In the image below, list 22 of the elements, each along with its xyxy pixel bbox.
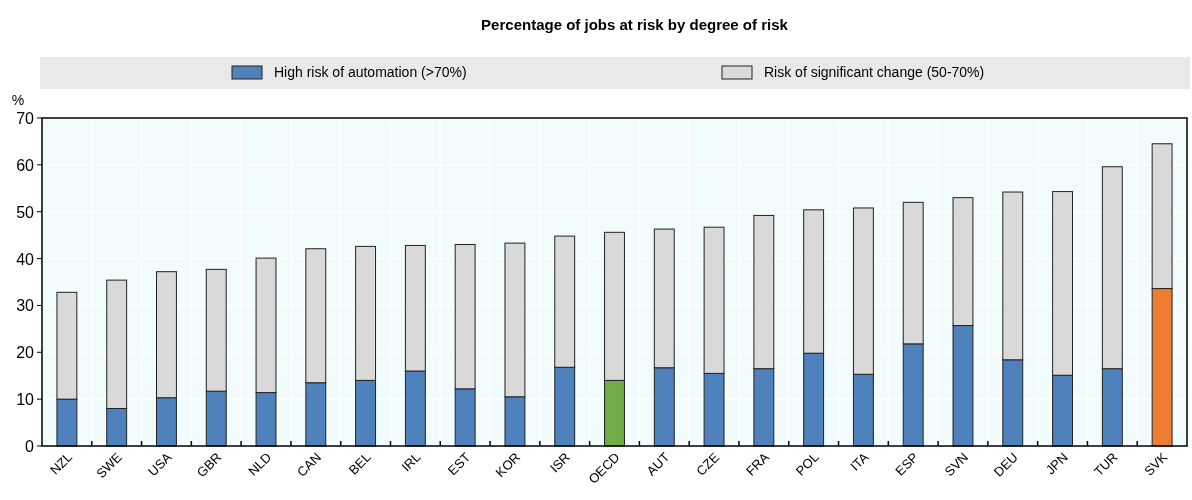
x-tick-label: TUR [1090,449,1121,480]
x-tick-label: NZL [47,449,76,478]
chart-title: Percentage of jobs at risk by degree of risk [481,16,789,33]
x-tick-label: BEL [345,449,374,478]
legend-label: High risk of automation (>70%) [274,64,467,80]
y-tick-label: 40 [16,250,35,268]
y-tick-label: 60 [16,156,35,174]
y-tick-label: 70 [16,110,35,127]
y-tick-label: 0 [25,438,35,455]
x-tick-label: ITA [847,449,872,474]
x-tick-label: POL [792,449,822,479]
y-tick-label: 50 [16,203,35,221]
x-tick-label: ISR [546,449,573,476]
x-tick-label: FRA [742,449,773,479]
x-tick-label: IRL [398,449,424,475]
legend-label: Risk of significant change (50-70%) [764,64,985,80]
y-tick-label: 10 [16,391,35,409]
x-tick-label: NLD [245,449,275,479]
y-axis-title: % [11,92,25,108]
y-tick-label: 20 [16,344,35,362]
x-tick-label: USA [145,449,175,480]
y-tick-label: 30 [16,297,35,315]
